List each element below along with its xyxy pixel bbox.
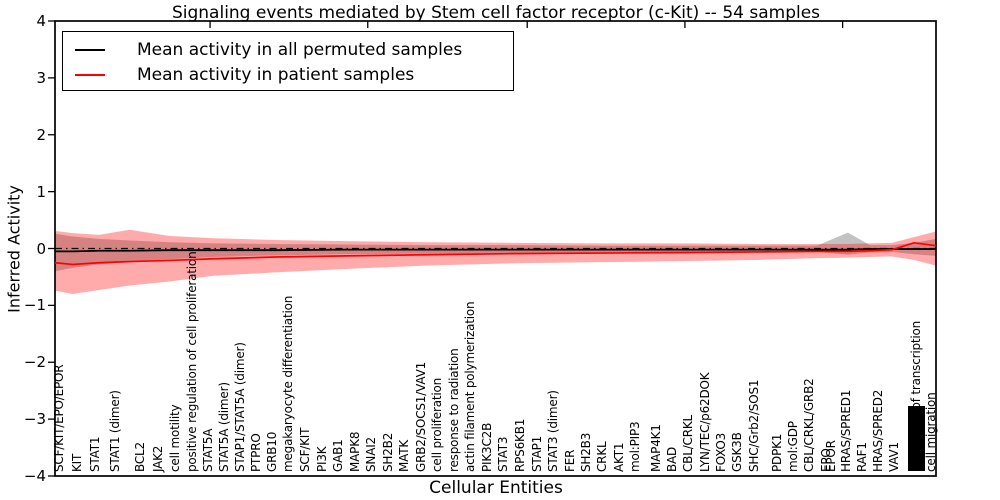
y-tick-label: −1 bbox=[23, 296, 46, 315]
x-tick-label: RPS6KB1 bbox=[512, 418, 527, 472]
x-tick-label: CBL/CRKL/GRB2 bbox=[801, 378, 816, 472]
y-tick-label: −4 bbox=[23, 467, 46, 485]
x-tick-label: PDPK1 bbox=[769, 433, 784, 472]
x-tick-label: SCF/KIT bbox=[297, 427, 312, 472]
x-tick-label: JAK2 bbox=[150, 445, 165, 472]
x-tick-label: STAT1 bbox=[87, 436, 102, 472]
x-tick-label: MATK bbox=[396, 439, 411, 472]
x-tick-label: LYN/TEC/p62DOK bbox=[697, 372, 712, 472]
x-tick-label: PTPRO bbox=[248, 433, 263, 472]
x-tick-label: AKT1 bbox=[611, 442, 626, 472]
x-tick-label: KIT bbox=[69, 453, 84, 472]
x-tick-label: positive regulation of cell proliferatio… bbox=[184, 251, 199, 472]
x-tick-label: BAD bbox=[664, 446, 679, 472]
x-tick-label: STAT5A bbox=[200, 428, 215, 472]
x-tick-label: EPOR bbox=[823, 440, 838, 472]
x-tick-label: STAT5A (dimer) bbox=[216, 382, 231, 472]
legend: Mean activity in all permuted samples Me… bbox=[62, 31, 514, 91]
x-tick-label: GAB1 bbox=[330, 439, 345, 472]
x-tick-label: STAT3 bbox=[495, 436, 510, 472]
x-tick-label: response to radiation bbox=[446, 348, 461, 472]
x-tick-label: cell motility bbox=[167, 404, 182, 472]
x-tick-label: megakaryocyte differentiation bbox=[280, 295, 295, 472]
x-tick-label: GSK3B bbox=[729, 432, 744, 472]
x-tick-label: STAP1/STAT5A (dimer) bbox=[232, 342, 247, 472]
x-tick-label: STAT3 (dimer) bbox=[545, 390, 560, 472]
x-tick-label: CBL/CRKL bbox=[680, 414, 695, 472]
x-tick-label: STAT1 (dimer) bbox=[107, 390, 122, 472]
y-tick-label: 2 bbox=[36, 125, 46, 144]
x-tick-label: HRAS/SPRED1 bbox=[838, 389, 853, 472]
x-tick-label: VAV1 bbox=[886, 442, 901, 472]
x-tick-label: mol:GDP bbox=[785, 421, 800, 472]
x-tick-label: MAP4K1 bbox=[648, 424, 663, 472]
chart-title: Signaling events mediated by Stem cell f… bbox=[171, 3, 821, 23]
x-tick-label: CRKL bbox=[594, 441, 609, 472]
x-axis-label: Cellular Entities bbox=[429, 478, 563, 498]
x-tick-label: FER bbox=[562, 449, 577, 472]
x-tick-label: cell migration bbox=[923, 392, 938, 472]
y-tick-label: 3 bbox=[36, 68, 46, 87]
x-tick-label: GRB2/SOCS1/VAV1 bbox=[413, 361, 428, 472]
legend-label: Mean activity in all permuted samples bbox=[137, 39, 463, 60]
y-tick-label: −2 bbox=[23, 353, 46, 372]
x-tick-label: cell proliferation bbox=[429, 377, 444, 472]
x-tick-label: STAP1 bbox=[529, 435, 544, 472]
x-tick-label: SH2B2 bbox=[380, 432, 395, 472]
x-tick-label: mol:PIP3 bbox=[627, 421, 642, 472]
x-tick-label: RAF1 bbox=[854, 442, 869, 472]
y-tick-label: 0 bbox=[36, 239, 46, 258]
x-tick-label: actin filament polymerization bbox=[462, 301, 477, 472]
x-tick-label: BCL2 bbox=[132, 442, 147, 472]
x-tick-label: SCF/KIT/EPO/EPOR bbox=[51, 364, 66, 472]
legend-item-permuted: Mean activity in all permuted samples bbox=[63, 37, 513, 62]
x-tick-label: SHC/Grb2/SOS1 bbox=[746, 379, 761, 472]
patient-line-swatch bbox=[75, 73, 105, 76]
y-tick-label: 4 bbox=[36, 12, 46, 30]
legend-item-patient: Mean activity in patient samples bbox=[63, 62, 513, 87]
x-tick-label: PIK3C2B bbox=[479, 422, 494, 472]
x-tick-label: HRAS/SPRED2 bbox=[870, 389, 885, 472]
x-tick-label: FOXO3 bbox=[713, 432, 728, 472]
x-tick-label: MAPK8 bbox=[347, 431, 362, 472]
overlapping-labels-smear bbox=[908, 406, 925, 471]
permuted-line-swatch bbox=[75, 48, 105, 51]
y-tick-label: −3 bbox=[23, 410, 46, 429]
x-tick-label: SH2B3 bbox=[578, 432, 593, 472]
x-tick-label: PI3K bbox=[314, 446, 329, 472]
x-tick-label: SNAI2 bbox=[363, 437, 378, 472]
legend-label: Mean activity in patient samples bbox=[137, 64, 415, 85]
x-tick-label: GRB10 bbox=[264, 431, 279, 472]
y-tick-label: 1 bbox=[36, 182, 46, 201]
